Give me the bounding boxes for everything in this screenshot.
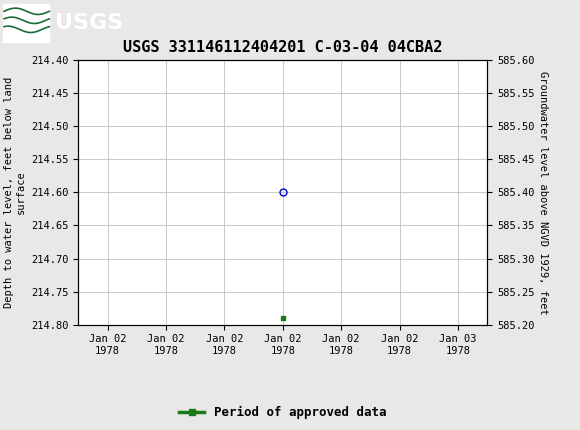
FancyBboxPatch shape [3,3,49,42]
Text: USGS: USGS [55,12,124,33]
Title: USGS 331146112404201 C-03-04 04CBA2: USGS 331146112404201 C-03-04 04CBA2 [123,40,443,55]
Legend: Period of approved data: Period of approved data [174,401,392,424]
Y-axis label: Depth to water level, feet below land
surface: Depth to water level, feet below land su… [4,77,26,308]
Y-axis label: Groundwater level above NGVD 1929, feet: Groundwater level above NGVD 1929, feet [538,71,548,314]
